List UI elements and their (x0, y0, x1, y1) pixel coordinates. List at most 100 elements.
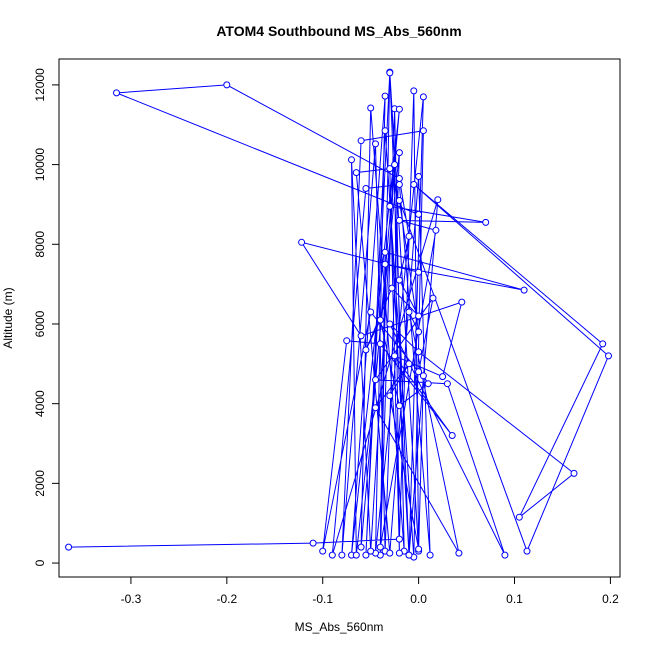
data-point (482, 218, 490, 226)
data-point (386, 549, 394, 557)
x-tick-label: 0.0 (410, 592, 427, 606)
data-point (65, 543, 73, 551)
data-point (424, 380, 432, 388)
data-point (395, 402, 403, 410)
data-point (381, 248, 389, 256)
data-point (223, 81, 231, 89)
data-point (372, 376, 379, 384)
x-axis: -0.3 -0.2 -0.1 0.0 0.1 0.2 (121, 576, 619, 606)
data-point (415, 210, 423, 218)
x-tick-label: -0.1 (312, 592, 333, 606)
data-point (458, 298, 466, 306)
data-point (381, 260, 389, 268)
data-point (388, 284, 396, 292)
data-point (298, 238, 306, 246)
data-point (415, 348, 423, 356)
data-point (309, 539, 317, 547)
data-point (113, 89, 120, 97)
data-point (357, 543, 365, 551)
data-point (372, 404, 379, 412)
data-point (415, 173, 423, 180)
data-point (501, 551, 509, 559)
data-point (426, 551, 434, 559)
data-point (605, 352, 612, 360)
chart-title: ATOM4 Southbound MS_Abs_560nm (216, 23, 461, 39)
data-point (367, 547, 375, 555)
data-point (410, 87, 418, 95)
data-point (570, 469, 578, 477)
data-point (357, 137, 365, 145)
data-point (386, 165, 394, 173)
y-tick-label: 8000 (33, 231, 47, 258)
data-point (515, 513, 523, 521)
y-tick-label: 4000 (33, 390, 47, 417)
data-point (386, 392, 394, 400)
y-tick-label: 6000 (33, 310, 47, 337)
x-axis-label: MS_Abs_560nm (295, 620, 384, 634)
data-point (520, 286, 528, 294)
data-point (432, 226, 440, 234)
data-point (391, 352, 399, 360)
data-point (362, 185, 370, 192)
data-point (395, 175, 403, 182)
data-point (338, 551, 346, 559)
y-axis: 0 2000 4000 6000 8000 10000 12000 (33, 68, 60, 566)
data-point (395, 216, 403, 224)
data-point (352, 551, 360, 559)
data-point (381, 127, 389, 135)
data-point (405, 551, 413, 559)
data-point (395, 181, 403, 188)
data-point (343, 337, 351, 345)
data-point (395, 549, 403, 557)
data-point (443, 380, 451, 388)
data-point (395, 197, 403, 204)
data-point (405, 360, 413, 368)
data-point (415, 545, 423, 553)
data-point (415, 328, 423, 336)
data-point (419, 93, 427, 101)
x-tick-label: -0.2 (216, 592, 237, 606)
data-point (415, 312, 423, 320)
data-point (523, 547, 531, 555)
data-point (391, 161, 399, 169)
data-point (367, 104, 375, 112)
data-point (419, 372, 427, 380)
data-point (362, 346, 370, 354)
data-point (405, 232, 413, 240)
series-layer (65, 68, 612, 561)
data-point (372, 140, 379, 148)
data-point (599, 340, 607, 348)
data-point (419, 127, 427, 135)
data-point (328, 551, 336, 559)
x-tick-label: -0.3 (121, 592, 142, 606)
y-tick-label: 10000 (33, 148, 47, 182)
data-point (386, 202, 394, 210)
x-tick-label: 0.2 (602, 592, 619, 606)
data-point (455, 549, 463, 557)
data-point (386, 320, 394, 328)
data-point (352, 169, 360, 177)
data-point (405, 308, 413, 316)
data-point (348, 156, 355, 164)
y-tick-label: 2000 (33, 470, 47, 497)
data-point (319, 547, 327, 555)
data-point (381, 92, 389, 100)
data-point (376, 543, 384, 551)
y-axis-label: Altitude (m) (1, 287, 15, 348)
data-point (448, 432, 456, 439)
data-point (362, 551, 370, 559)
data-point (410, 181, 418, 188)
data-point (415, 268, 423, 276)
data-point (395, 535, 403, 543)
data-point (395, 149, 403, 157)
y-tick-label: 12000 (33, 68, 47, 102)
data-point (395, 276, 403, 284)
data-point (429, 294, 437, 302)
data-point (357, 332, 365, 340)
data-point (434, 196, 442, 204)
y-tick-label: 0 (33, 559, 47, 566)
data-point (376, 316, 384, 324)
data-point (376, 340, 384, 348)
data-point (395, 105, 403, 113)
